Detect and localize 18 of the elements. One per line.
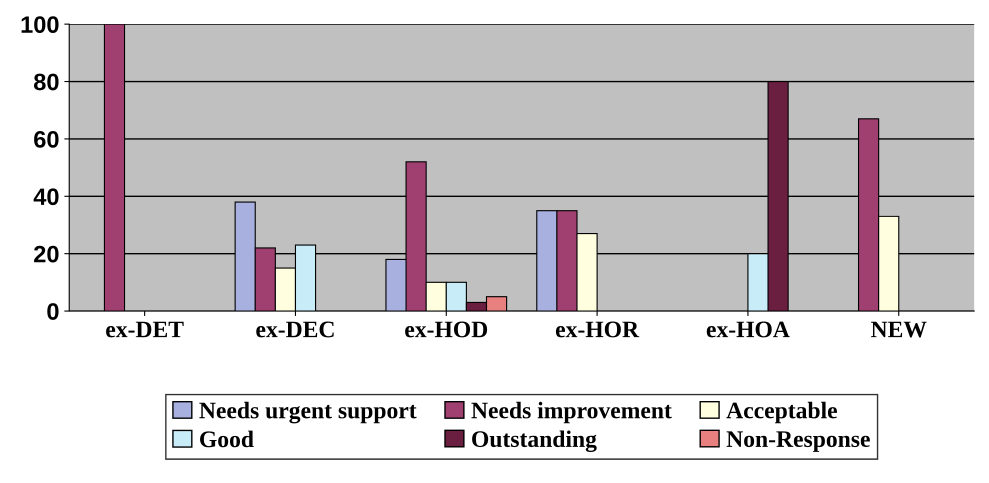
legend-label: Needs urgent support — [199, 402, 417, 424]
legend-label: Needs improvement — [471, 402, 672, 424]
x-tick-label: NEW — [871, 322, 927, 338]
legend-label: Good — [200, 430, 254, 448]
legend-label: Acceptable — [726, 402, 838, 424]
x-tick-label: ex-DEC — [256, 322, 334, 338]
y-tick-label: 0 — [47, 303, 59, 320]
x-tick-label: ex-HOR — [556, 322, 640, 338]
y-tick-label: 40 — [34, 188, 59, 206]
y-tick-label: 20 — [34, 246, 59, 262]
legend-label: Outstanding — [472, 430, 597, 452]
x-tick-label: ex-HOA — [706, 322, 790, 338]
y-tick-label: 60 — [34, 130, 59, 148]
x-tick-label: ex-DET — [106, 322, 184, 338]
legend-label: Non-Response — [726, 431, 870, 452]
y-tick-label: 80 — [34, 74, 59, 90]
y-tick-label: 100 — [22, 16, 59, 33]
x-tick-label: ex-HOD — [405, 322, 488, 338]
